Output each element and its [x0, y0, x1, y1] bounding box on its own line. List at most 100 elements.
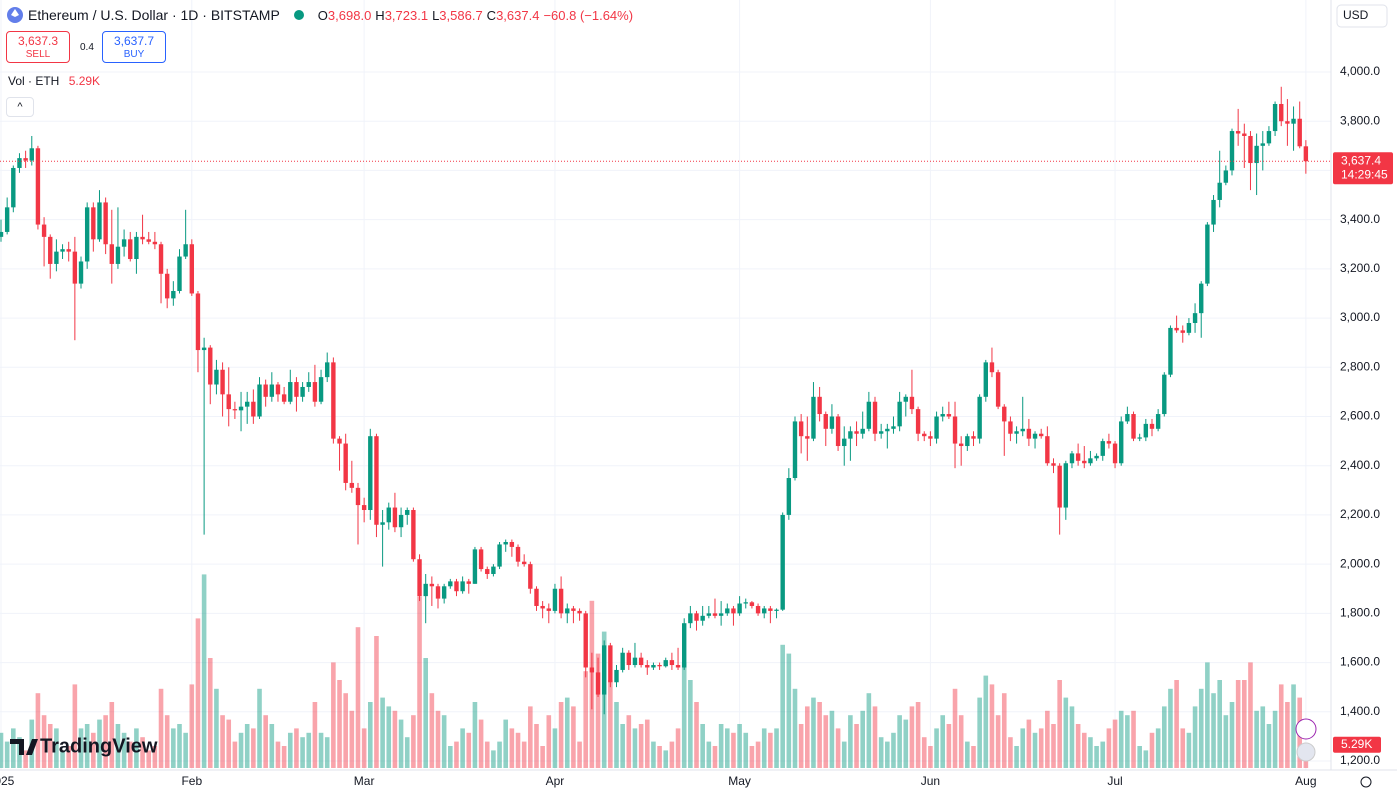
volume-bar [620, 724, 625, 768]
candle-body [405, 510, 410, 515]
volume-bar [97, 719, 102, 768]
candle-body [1020, 428, 1025, 432]
volume-bar [1174, 680, 1179, 768]
candle-body [380, 522, 385, 525]
candle-body [11, 167, 16, 208]
candle-body [312, 382, 318, 402]
eth-icon [7, 7, 23, 23]
volume-bar [595, 653, 601, 768]
candle-body [4, 207, 10, 232]
volume-bar [472, 702, 478, 768]
candle-body [725, 608, 730, 614]
o-value: 3,698.0 [327, 7, 372, 23]
candle-body [1192, 313, 1198, 323]
currency: USD [1343, 8, 1369, 22]
flag-icon[interactable] [1296, 742, 1316, 762]
candle-body [1186, 322, 1192, 333]
candle-body [645, 665, 650, 668]
currency-button[interactable] [1336, 4, 1388, 28]
volume-bar [1014, 746, 1019, 768]
candle-body [872, 401, 878, 434]
volume-title: Vol · ETH [8, 74, 60, 88]
candle-body [251, 401, 256, 417]
candle-body [989, 362, 995, 373]
volume-bar [1112, 719, 1118, 768]
candle-body [72, 251, 78, 284]
candle-body [171, 291, 176, 299]
volume-bar [4, 741, 10, 768]
volume-bar [201, 574, 207, 768]
candle-body [878, 431, 884, 434]
volume-bar [577, 741, 582, 768]
volume-bar [423, 658, 428, 768]
candle-body [257, 384, 262, 417]
volume-bar [515, 732, 521, 768]
candle-body [1137, 437, 1142, 439]
candle-body [195, 293, 201, 351]
candle-body [220, 369, 225, 395]
volume-bar [786, 653, 792, 768]
volume-bar [724, 728, 730, 768]
candle-body [146, 239, 151, 242]
collapse-button[interactable]: ^ [6, 97, 34, 117]
volume-bar [1248, 662, 1253, 768]
logo-icon [10, 739, 38, 755]
y-tick-label: 3,000.0 [1340, 310, 1380, 324]
volume-bar [915, 702, 921, 768]
volume-bar [558, 702, 564, 768]
volume-bar [755, 741, 761, 768]
volume-bar [306, 732, 312, 768]
spread: 0.4 [80, 42, 94, 53]
volume-bar [1032, 732, 1038, 768]
candle-body [848, 431, 853, 439]
volume-bar [343, 693, 348, 768]
settings-icon[interactable] [1360, 776, 1372, 788]
candle-body [177, 256, 182, 292]
volume-bar [41, 715, 47, 768]
y-tick-label: 2,600.0 [1340, 409, 1380, 423]
candle-body [140, 236, 145, 240]
volume-bar [398, 719, 404, 768]
ideas-icon[interactable] [1295, 718, 1317, 740]
volume-bar [546, 715, 552, 768]
candle-body [755, 605, 761, 614]
c-key: C [486, 7, 497, 23]
volume-bar [324, 737, 330, 768]
candle-body [768, 608, 773, 611]
candle-body [201, 347, 207, 351]
candle-body [651, 665, 656, 668]
candle-body [497, 544, 502, 567]
volume-bar [1069, 706, 1075, 768]
candle-body [780, 514, 785, 610]
l-key: L [432, 7, 440, 23]
candle-body [1174, 327, 1179, 331]
volume-bar [1272, 710, 1278, 768]
candle-body [1032, 433, 1038, 439]
y-tick-label: 3,200.0 [1340, 261, 1380, 275]
volume-bar [484, 741, 490, 768]
volume-bar [158, 688, 164, 768]
candle-body [866, 401, 872, 429]
volume-bar [1186, 732, 1192, 768]
candle-body [337, 438, 342, 444]
candle-body [158, 244, 164, 274]
sell-button[interactable]: 3,637.3 SELL [6, 31, 70, 63]
candle-body [91, 207, 96, 240]
volume-bar [207, 658, 213, 768]
o-key: O [317, 7, 328, 23]
volume-bar [1057, 680, 1062, 768]
volume-bar [287, 732, 293, 768]
volume-bar [614, 702, 619, 768]
volume-bar [983, 675, 989, 768]
candle-body [48, 236, 53, 264]
candle-body [1131, 414, 1136, 439]
candle-body [1088, 458, 1093, 464]
candle-body [374, 436, 379, 525]
candle-body [1100, 441, 1105, 456]
volume-bar [657, 746, 662, 768]
volume-bar [411, 715, 416, 768]
volume-bar [491, 750, 496, 768]
buy-button[interactable]: 3,637.7 BUY [102, 31, 166, 63]
volume-bar [934, 728, 939, 768]
candle-body [1057, 465, 1062, 508]
